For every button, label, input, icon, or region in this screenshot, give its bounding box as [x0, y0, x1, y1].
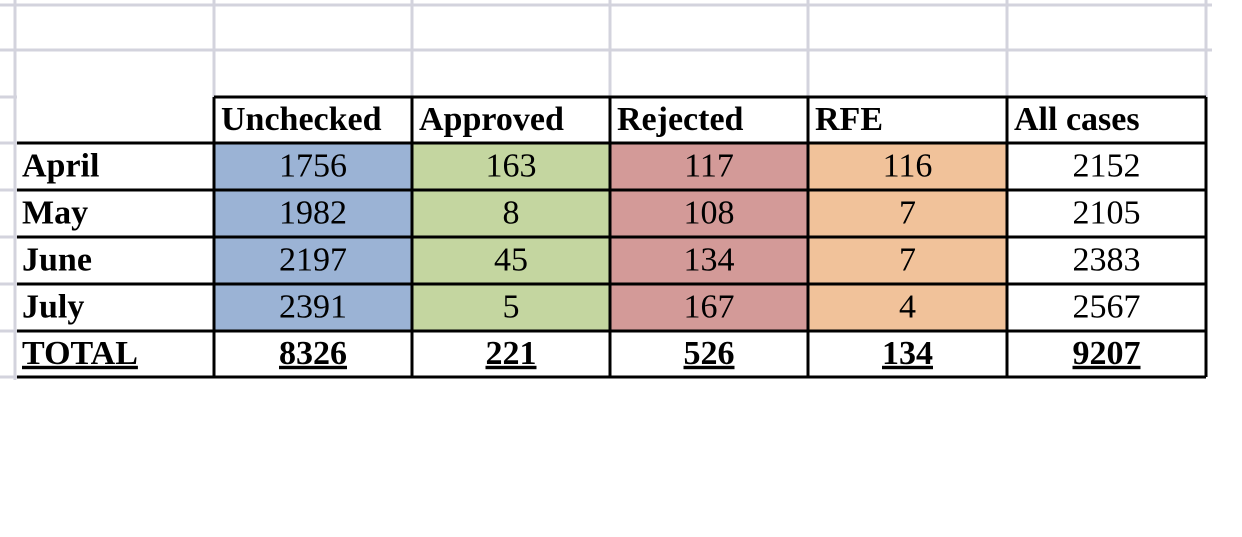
cell-fill	[214, 284, 412, 331]
cell-value: 2197	[279, 241, 347, 278]
cell-value: 5	[503, 288, 520, 325]
cell-value: 1756	[279, 147, 347, 184]
cell-fill	[808, 237, 1007, 284]
cell-fill	[808, 190, 1007, 237]
cell-value: 2383	[1073, 241, 1141, 278]
total-value: 526	[684, 335, 735, 372]
cell-value: 163	[486, 147, 537, 184]
cell-value: 7	[899, 194, 916, 231]
cell-fill	[214, 190, 412, 237]
column-header: All cases	[1014, 101, 1140, 138]
column-header: RFE	[815, 101, 883, 138]
cell-value: 167	[684, 288, 735, 325]
column-header: Approved	[419, 101, 564, 138]
cell-value: 116	[883, 147, 933, 184]
cell-fill	[610, 143, 808, 190]
cell-value: 7	[899, 241, 916, 278]
cell-value: 8	[503, 194, 520, 231]
cell-fill	[610, 237, 808, 284]
row-label: May	[22, 194, 88, 231]
cell-fill	[412, 237, 610, 284]
total-value: 8326	[279, 335, 347, 372]
cell-fill	[214, 237, 412, 284]
column-header: Rejected	[617, 101, 744, 138]
cell-value: 45	[494, 241, 528, 278]
cell-fill	[610, 190, 808, 237]
cell-fill	[412, 190, 610, 237]
cell-value: 2105	[1073, 194, 1141, 231]
row-label: June	[22, 241, 92, 278]
cell-value: 1982	[279, 194, 347, 231]
row-label: July	[22, 288, 84, 325]
cell-value: 134	[684, 241, 735, 278]
total-label: TOTAL	[22, 335, 138, 372]
cell-fill	[610, 284, 808, 331]
total-value: 134	[882, 335, 933, 372]
cell-fill	[808, 143, 1007, 190]
cell-value: 2391	[279, 288, 347, 325]
cell-fill	[214, 143, 412, 190]
sheet-gridlines	[0, 0, 1212, 380]
cell-fill	[412, 284, 610, 331]
cell-value: 108	[684, 194, 735, 231]
total-value: 221	[486, 335, 537, 372]
cell-fill	[412, 143, 610, 190]
cell-value: 2152	[1073, 147, 1141, 184]
cell-value: 117	[684, 147, 734, 184]
column-header: Unchecked	[221, 101, 382, 138]
cell-value: 4	[899, 288, 916, 325]
cell-fill	[808, 284, 1007, 331]
row-label: April	[22, 147, 99, 184]
cell-value: 2567	[1073, 288, 1141, 325]
total-value: 9207	[1073, 335, 1141, 372]
